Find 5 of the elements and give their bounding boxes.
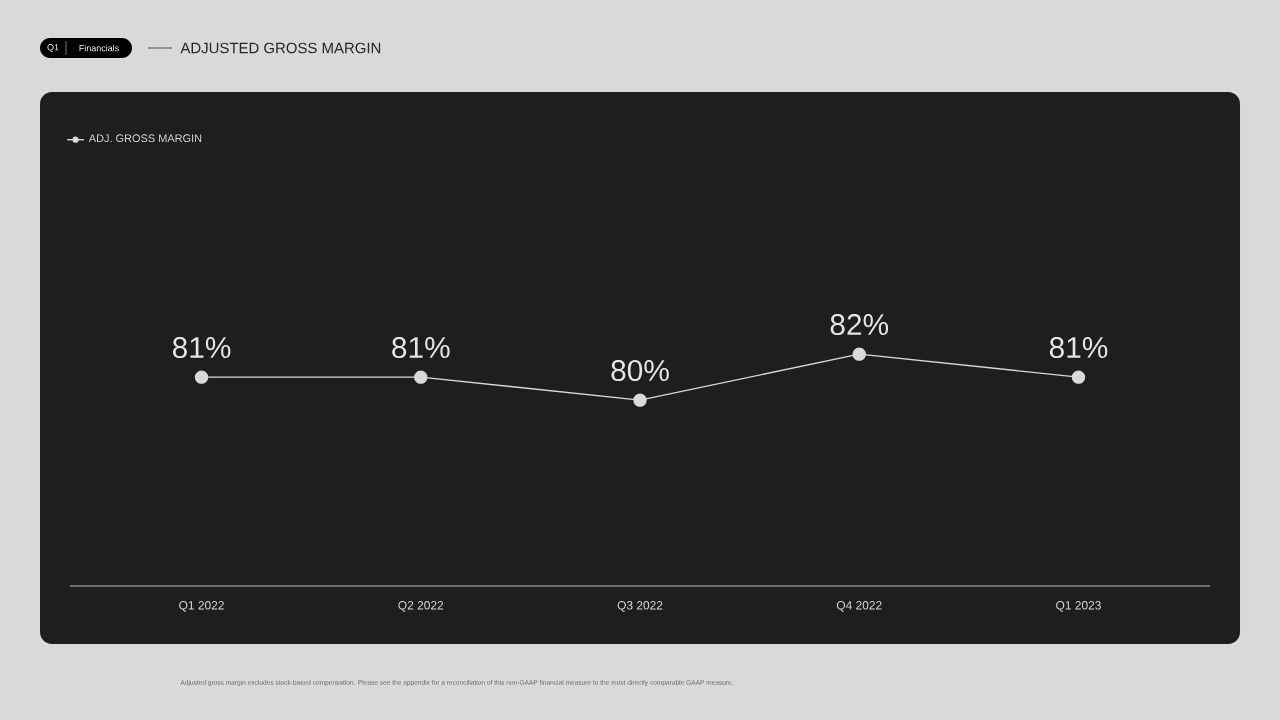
data-label: 81%: [172, 336, 231, 359]
data-label: 80%: [611, 359, 669, 382]
data-label: 81%: [392, 336, 450, 359]
data-label: 81%: [1049, 336, 1108, 359]
data-label: 82%: [830, 313, 889, 336]
